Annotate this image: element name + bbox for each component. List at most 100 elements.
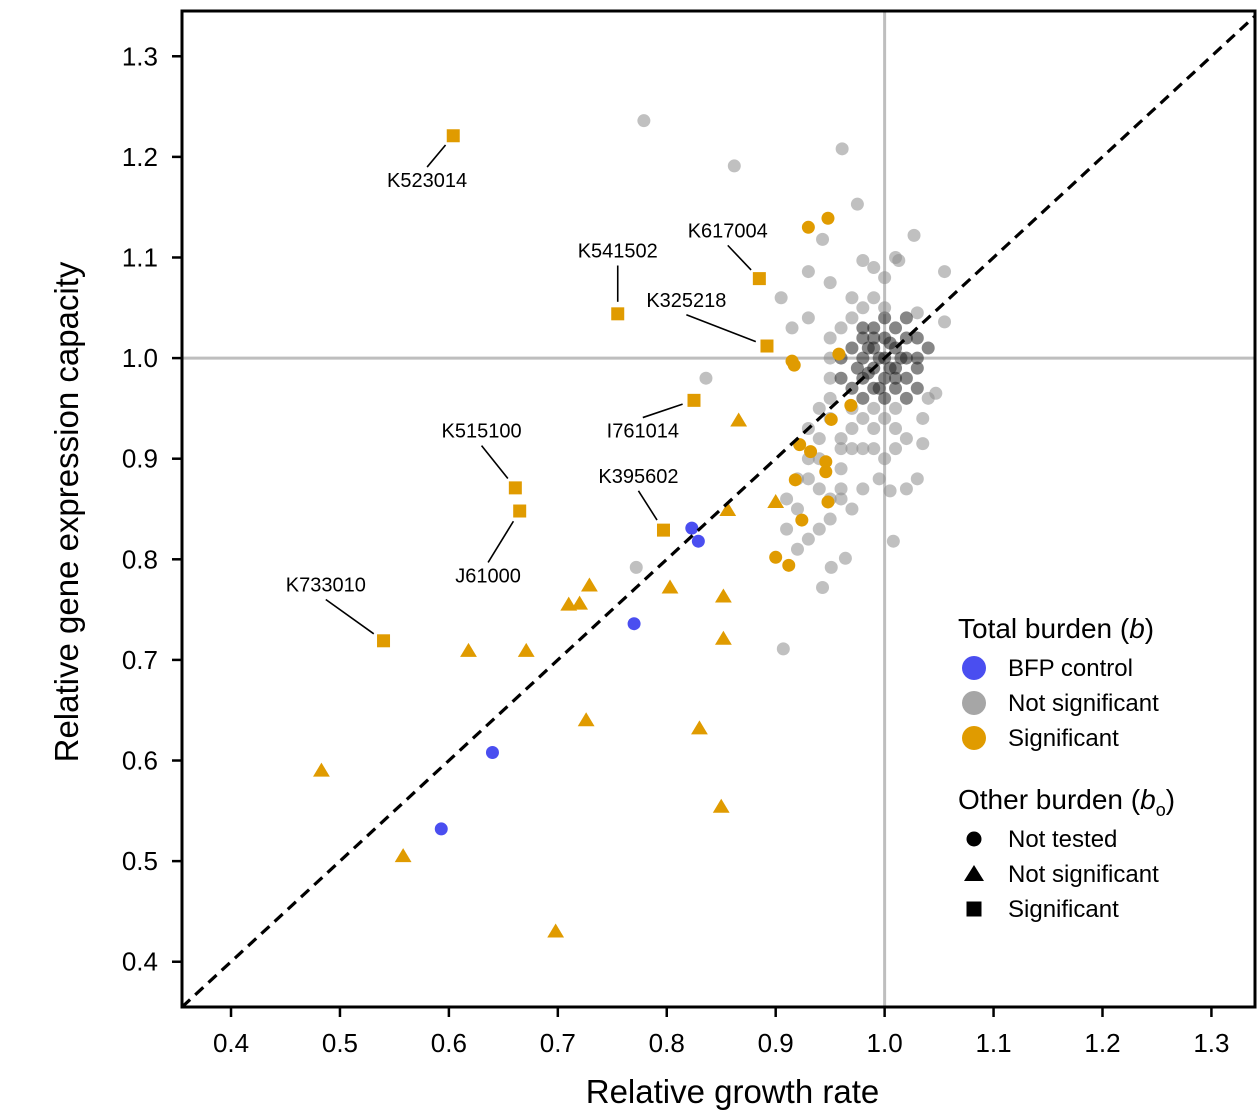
- data-point: [835, 142, 849, 156]
- annotation-label: K733010: [286, 574, 366, 596]
- data-point: [394, 848, 412, 863]
- annotation-label: K515100: [442, 421, 522, 443]
- data-point: [867, 321, 881, 335]
- data-point: [899, 311, 913, 325]
- data-point: [878, 271, 892, 285]
- data-point: [921, 391, 935, 405]
- data-point: [867, 331, 881, 345]
- y-tick-label: 1.2: [122, 142, 158, 172]
- y-tick-label: 0.8: [122, 544, 158, 574]
- data-point: [907, 228, 921, 242]
- data-point: [637, 114, 651, 128]
- data-point: [834, 432, 848, 446]
- data-point: [834, 371, 848, 385]
- data-point: [834, 442, 848, 456]
- legend-title-text: Other burden (: [958, 784, 1141, 815]
- annotation-leader-line: [426, 144, 447, 168]
- data-point: [517, 642, 535, 657]
- data-point: [795, 513, 809, 527]
- data-point: [824, 560, 838, 574]
- data-point: [867, 442, 881, 456]
- data-point: [856, 391, 870, 405]
- data-point: [889, 422, 903, 436]
- data-point: [910, 381, 924, 395]
- data-point: [878, 411, 892, 425]
- data-point: [889, 401, 903, 415]
- data-point: [938, 265, 952, 279]
- data-point: [801, 311, 815, 325]
- data-point: [769, 550, 783, 564]
- data-point: [872, 351, 886, 365]
- data-point: [834, 321, 848, 335]
- legend-group-title: Total burden (b): [958, 613, 1154, 644]
- data-point: [867, 422, 881, 436]
- data-point: [834, 482, 848, 496]
- series-significant-significant: [377, 129, 774, 648]
- y-tick-label: 1.3: [122, 41, 158, 71]
- data-point: [629, 560, 643, 574]
- data-point: [878, 311, 892, 325]
- annotation-label: K523014: [387, 170, 467, 192]
- data-point: [571, 595, 589, 610]
- data-point: [889, 381, 903, 395]
- data-point: [834, 462, 848, 476]
- data-point: [889, 442, 903, 456]
- legend-marker: [962, 656, 986, 680]
- data-point: [856, 301, 870, 315]
- data-point: [812, 482, 826, 496]
- data-point: [819, 455, 833, 469]
- data-point: [812, 522, 826, 536]
- annotation-label: K541502: [578, 240, 658, 262]
- data-point: [872, 472, 886, 486]
- data-point: [910, 351, 924, 365]
- data-point: [832, 347, 846, 361]
- data-point: [691, 534, 705, 548]
- data-point: [790, 542, 804, 556]
- data-point: [627, 617, 641, 631]
- data-point: [867, 261, 881, 275]
- annotation-leader-line: [637, 490, 658, 521]
- legend-item-label: Not significant: [1008, 690, 1159, 717]
- data-point: [691, 720, 708, 735]
- data-point: [816, 580, 830, 594]
- data-point: [767, 493, 785, 508]
- x-axis-title: Relative growth rate: [586, 1073, 879, 1110]
- data-point: [727, 159, 741, 173]
- data-point: [856, 331, 870, 345]
- data-point: [823, 331, 837, 345]
- data-point: [856, 482, 870, 496]
- data-point: [788, 473, 802, 487]
- x-tick-label: 1.1: [975, 1028, 1011, 1058]
- data-point: [899, 432, 913, 446]
- data-point: [719, 502, 737, 517]
- data-point: [577, 712, 595, 727]
- data-point: [910, 361, 924, 375]
- legend-title-subscript: o: [1156, 800, 1166, 820]
- data-point: [878, 452, 892, 466]
- data-point: [883, 484, 897, 498]
- data-point: [889, 321, 903, 335]
- data-point: [938, 315, 952, 329]
- data-point: [910, 331, 924, 345]
- data-point: [894, 351, 908, 365]
- data-point: [685, 521, 699, 535]
- data-point: [446, 129, 460, 143]
- data-point: [856, 442, 870, 456]
- annotations: K523014 K541502 K617004 K325218 I761014 K5151…: [286, 144, 768, 635]
- data-point: [878, 371, 892, 385]
- data-point: [883, 361, 897, 375]
- y-tick-label: 1.0: [122, 343, 158, 373]
- data-point: [845, 311, 859, 325]
- annotation-leader-line: [686, 314, 757, 343]
- series-bfp-control: [434, 521, 705, 836]
- data-point: [861, 341, 875, 355]
- data-point: [460, 642, 477, 657]
- data-point: [821, 495, 835, 509]
- axes: 0.4 0.5 0.6 0.7 0.8 0.9 1.0 1.1 1.2 1.3 0.4 0.5 0.6 0…: [48, 9, 1257, 1110]
- data-point: [730, 412, 748, 427]
- plot-frame: [180, 9, 1257, 1009]
- series-significant-not-tested: [769, 211, 858, 572]
- data-point: [785, 321, 799, 335]
- data-point: [752, 272, 766, 286]
- data-point: [581, 577, 598, 592]
